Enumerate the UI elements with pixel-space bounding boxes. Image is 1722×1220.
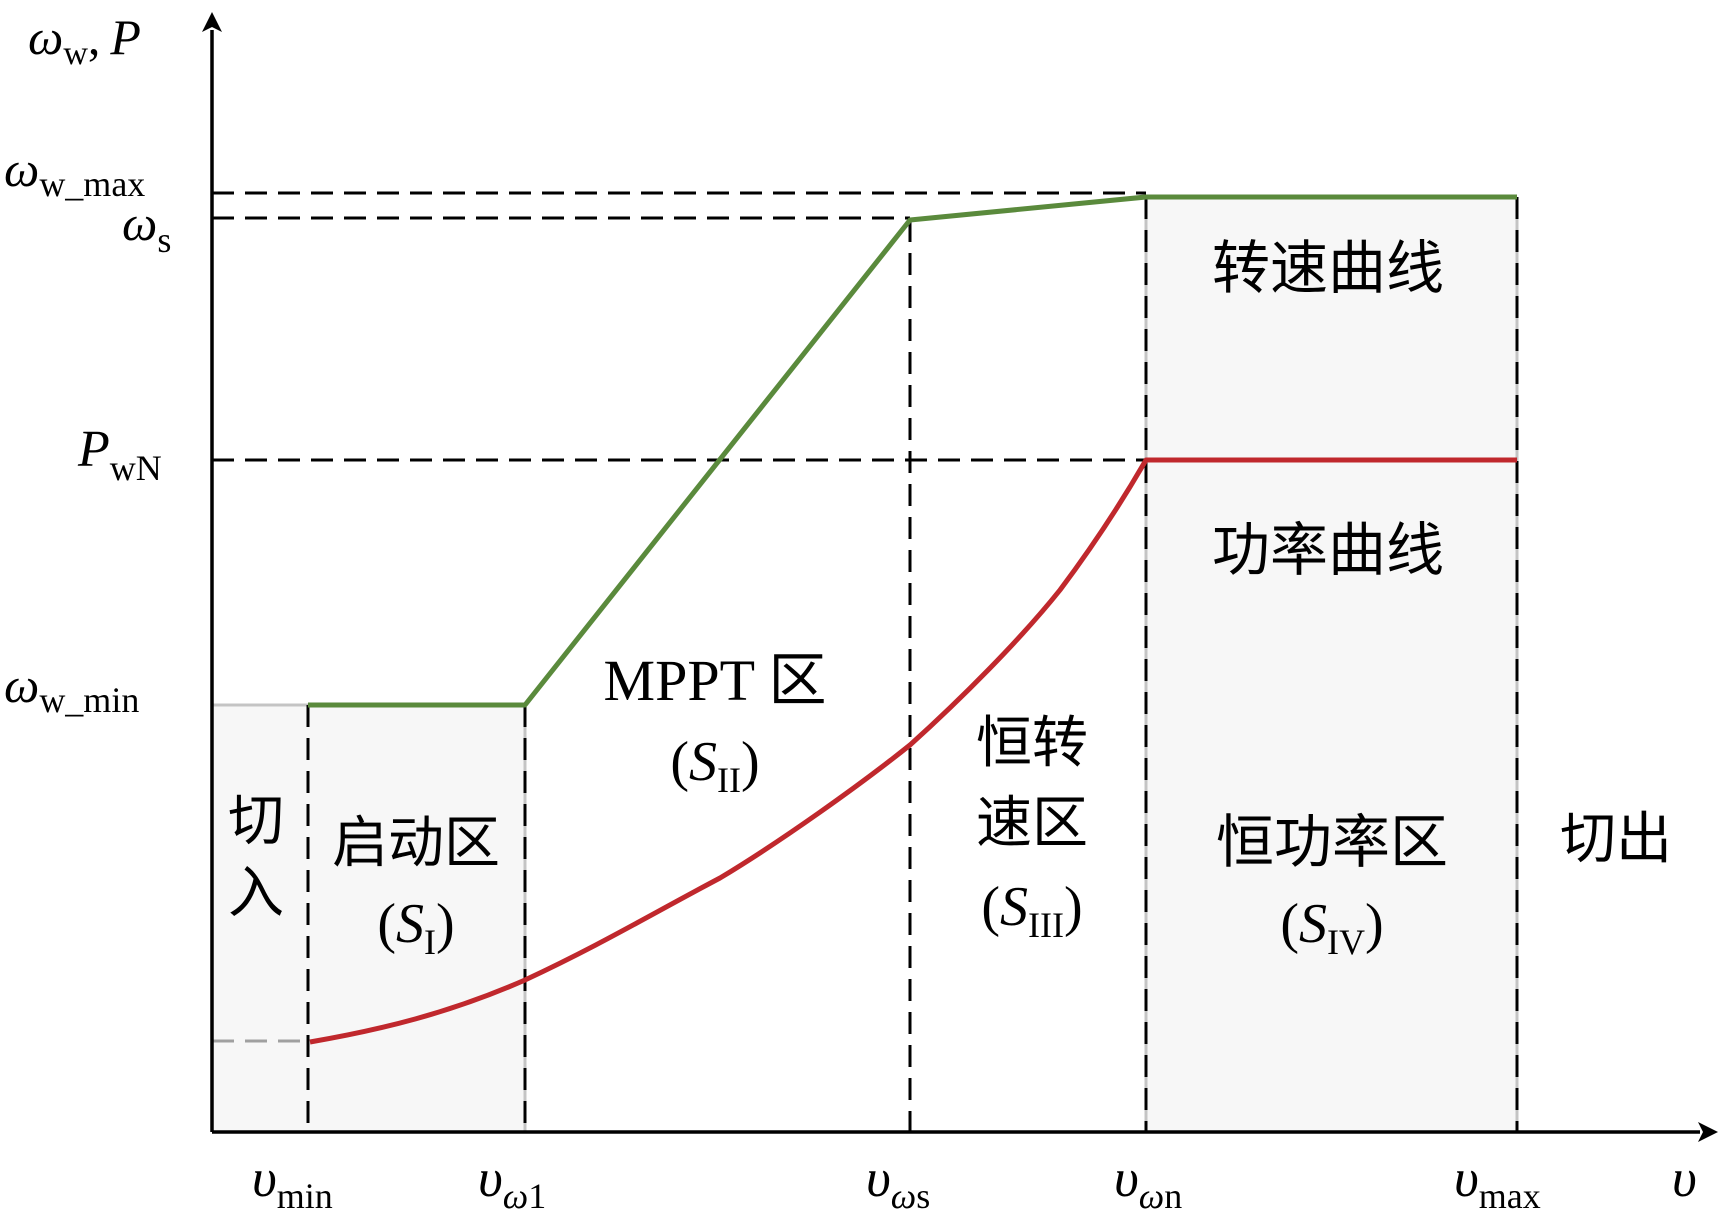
constant-power-shaded-region [1146, 197, 1517, 1132]
x-tick-v-omegan: υωn [1114, 1148, 1182, 1216]
svg-text:恒转: 恒转 [976, 711, 1088, 776]
x-tick-v-max: υmax [1454, 1148, 1541, 1216]
cut-in-label: 切 入 [228, 789, 284, 926]
y-axis-title: ωw, P [28, 9, 141, 72]
y-tick-omega-w-min: ωw_min [4, 657, 139, 720]
vertical-boundary-lines [306, 197, 1519, 1132]
svg-text:(SI): (SI) [377, 893, 454, 962]
svg-text:(SIV): (SIV) [1280, 893, 1383, 962]
svg-text:启动区: 启动区 [332, 811, 500, 876]
power-curve-label: 功率曲线 [1212, 516, 1444, 584]
x-axis-title: υ [1672, 1148, 1697, 1208]
startup-region-label: 启动区 (SI) [332, 811, 500, 962]
mppt-region-label: MPPT 区 (SII) [604, 648, 827, 800]
speed-curve [308, 194, 1517, 708]
cut-in-startup-shaded-region [212, 705, 525, 1132]
svg-text:(SII): (SII) [670, 731, 759, 800]
x-tick-v-min: υmin [252, 1148, 333, 1216]
y-tick-omega-w-max: ωw_max [4, 141, 145, 204]
x-tick-v-omegas: υωs [866, 1148, 930, 1216]
constant-speed-region-label: 恒转 速区 (SIII) [976, 711, 1088, 945]
y-tick-omega-s: ωs [122, 195, 171, 260]
svg-text:(SIII): (SIII) [981, 876, 1082, 945]
svg-text:切: 切 [228, 789, 284, 854]
y-tick-p-wn: PwN [77, 421, 162, 488]
x-tick-v-omega1: υω1 [478, 1148, 546, 1216]
cut-out-label: 切出 [1560, 807, 1672, 872]
speed-curve-label: 转速曲线 [1212, 234, 1444, 302]
constant-power-region-label: 恒功率区 (SIV) [1216, 808, 1448, 962]
horizontal-guide-lines [212, 191, 1146, 462]
svg-text:MPPT 区: MPPT 区 [604, 648, 827, 713]
svg-text:速区: 速区 [976, 791, 1088, 856]
svg-text:入: 入 [228, 861, 284, 926]
svg-text:恒功率区: 恒功率区 [1216, 808, 1448, 876]
power-curve [309, 457, 1517, 1045]
